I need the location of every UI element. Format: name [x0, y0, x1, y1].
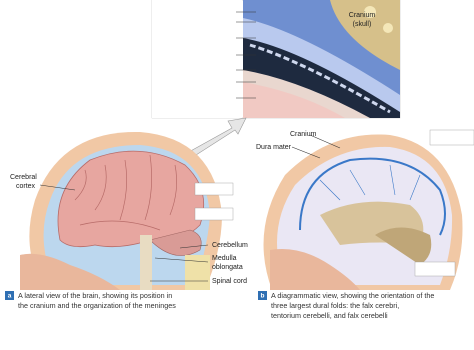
inset-label: Cranium — [349, 12, 376, 19]
caption: tentorium cerebelli, and falx cerebelli — [271, 311, 388, 320]
caption: three largest dural folds: the falx cere… — [271, 301, 399, 310]
label: Cerebellum — [212, 242, 248, 249]
caption: the cranium and the organization of the … — [18, 301, 176, 310]
label: oblongata — [212, 264, 243, 271]
label: cortex — [16, 183, 36, 190]
badge — [258, 291, 267, 300]
label: Medulla — [212, 255, 237, 262]
blank-label — [194, 207, 234, 221]
label: Spinal cord — [212, 278, 247, 285]
caption: A lateral view of the brain, showing its… — [18, 291, 172, 300]
label: Cerebral — [10, 174, 37, 181]
blank-label — [194, 182, 234, 196]
label: Cranium — [290, 131, 317, 138]
inset-label: (skull) — [353, 21, 372, 28]
panel-b-illustration — [263, 129, 474, 290]
inset-illustration: Cranium (skull) — [151, 0, 401, 119]
caption: A diagrammatic view, showing the orienta… — [271, 291, 434, 300]
badge-text: b — [261, 293, 265, 300]
leader-lines — [39, 134, 341, 282]
panel-a-illustration — [20, 131, 222, 290]
badge-text: a — [8, 293, 12, 300]
label: Dura mater — [256, 144, 292, 151]
badge — [5, 291, 14, 300]
